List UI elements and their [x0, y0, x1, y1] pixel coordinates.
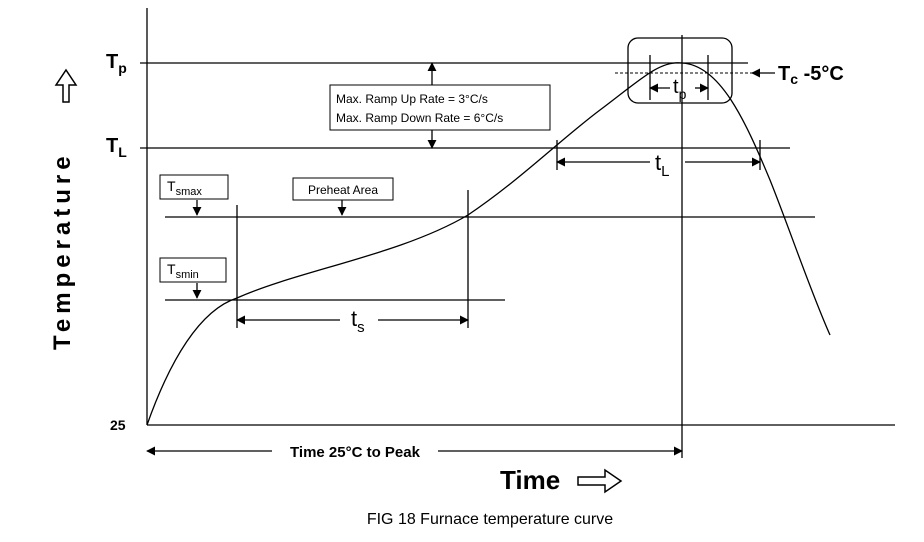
tc-main: T	[778, 63, 790, 85]
tl-level-label: TL	[106, 135, 127, 160]
tsmin-label: Tsmin	[167, 261, 199, 281]
tsmin-sub: smin	[176, 269, 199, 281]
tl-interval-main: t	[655, 150, 661, 175]
ts-label: ts	[351, 306, 365, 336]
tl-interval-sub: L	[661, 163, 669, 180]
to-peak-label: Time 25°C to Peak	[290, 444, 421, 461]
tp-level-label: Tp	[106, 51, 127, 76]
tc-label: Tc -5°C	[778, 63, 844, 87]
tp-level-sub: p	[118, 60, 127, 76]
ramp-up-label: Max. Ramp Up Rate = 3°C/s	[336, 92, 488, 106]
tc-rest: -5°C	[798, 63, 844, 85]
tp-interval-sub: p	[679, 86, 687, 102]
ts-sub: s	[357, 319, 365, 336]
tp-level-main: T	[106, 51, 118, 73]
tp-interval-label: tp	[673, 76, 687, 102]
tsmin-box	[159, 257, 227, 283]
tsmax-label: Tsmax	[167, 178, 202, 198]
ramp-box	[329, 84, 551, 131]
y-axis-arrow	[54, 68, 78, 103]
peak-box	[627, 37, 733, 104]
tc-sub: c	[790, 71, 798, 87]
tsmax-box	[159, 174, 229, 200]
tl-level-sub: L	[118, 144, 127, 160]
preheat-box	[292, 177, 394, 201]
tl-level-main: T	[106, 135, 118, 157]
caption: FIG 18 Furnace temperature curve	[367, 511, 613, 528]
y-axis-label: Temperature	[49, 151, 76, 350]
x-axis-label: Time	[500, 465, 560, 495]
tsmax-sub: smax	[176, 186, 203, 198]
ts-main: t	[351, 306, 357, 331]
tp-interval-main: t	[673, 76, 679, 98]
x-axis-arrow	[577, 468, 623, 494]
tsmin-main: T	[167, 261, 176, 277]
temperature-curve	[146, 62, 831, 426]
start-level-label: 25	[110, 417, 126, 433]
ramp-down-label: Max. Ramp Down Rate = 6°C/s	[336, 111, 503, 125]
preheat-label: Preheat Area	[308, 183, 378, 197]
tl-interval-label: tL	[655, 150, 669, 180]
tsmax-main: T	[167, 178, 176, 194]
